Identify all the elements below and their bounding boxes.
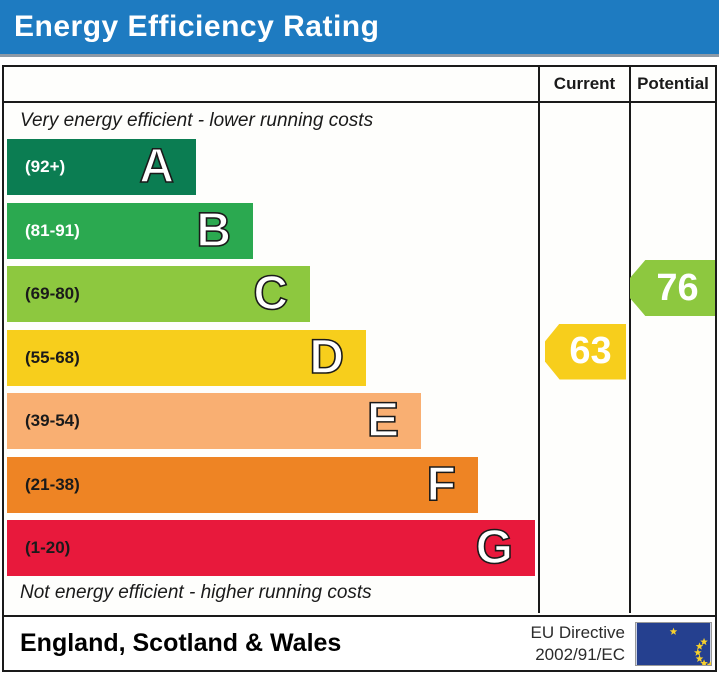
region-label: England, Scotland & Wales xyxy=(20,629,342,657)
band-range-label: (81-91) xyxy=(25,220,80,240)
band-letter: E xyxy=(366,394,400,447)
band-b: (81-91) B xyxy=(7,202,253,259)
page-title: Energy Efficiency Rating xyxy=(14,10,380,43)
band-g: (1-20) G xyxy=(7,520,535,576)
band-range-label: (21-38) xyxy=(25,474,80,494)
current-rating-value: 63 xyxy=(569,330,612,372)
band-range-label: (1-20) xyxy=(25,538,71,557)
table-header-row: Current Potential xyxy=(4,67,715,103)
header-spacer xyxy=(4,67,538,101)
band-range-label: (69-80) xyxy=(25,284,80,303)
potential-rating-marker: 76 xyxy=(630,260,715,316)
band-letter: D xyxy=(309,330,345,384)
eu-directive-label: EU Directive 2002/91/EC xyxy=(531,622,635,665)
band-e: (39-54) E xyxy=(7,393,421,449)
band-letter: A xyxy=(139,140,175,193)
band-c: (69-80) C xyxy=(7,266,310,322)
band-d: (55-68) D xyxy=(7,329,366,386)
title-bar: Energy Efficiency Rating xyxy=(0,0,719,57)
potential-column: 76 xyxy=(629,103,715,613)
eu-directive-line2: 2002/91/EC xyxy=(535,644,625,664)
band-letter: G xyxy=(475,521,514,574)
band-letter: C xyxy=(253,267,289,320)
bands-area: Very energy efficient - lower running co… xyxy=(4,103,538,613)
band-letter: B xyxy=(196,203,232,257)
column-header-potential: Potential xyxy=(629,67,715,101)
bottom-note: Not energy efficient - higher running co… xyxy=(20,582,372,603)
band-a: (92+) A xyxy=(7,139,196,195)
band-range-label: (55-68) xyxy=(25,347,80,367)
potential-rating-value: 76 xyxy=(656,266,699,309)
eu-flag-icon xyxy=(635,621,712,666)
table-body-row: Very energy efficient - lower running co… xyxy=(4,103,715,613)
column-header-current: Current xyxy=(538,67,629,101)
eu-directive-line1: EU Directive xyxy=(530,623,625,643)
band-range-label: (39-54) xyxy=(25,411,80,430)
current-column: 63 xyxy=(538,103,629,613)
band-letter: F xyxy=(426,457,457,511)
rating-table: Current Potential Very energy efficient … xyxy=(2,65,717,617)
footer-bar: England, Scotland & Wales EU Directive 2… xyxy=(2,615,717,672)
current-rating-marker: 63 xyxy=(545,323,626,380)
band-range-label: (92+) xyxy=(25,157,66,176)
band-f: (21-38) F xyxy=(7,456,478,513)
top-note: Very energy efficient - lower running co… xyxy=(20,110,374,131)
